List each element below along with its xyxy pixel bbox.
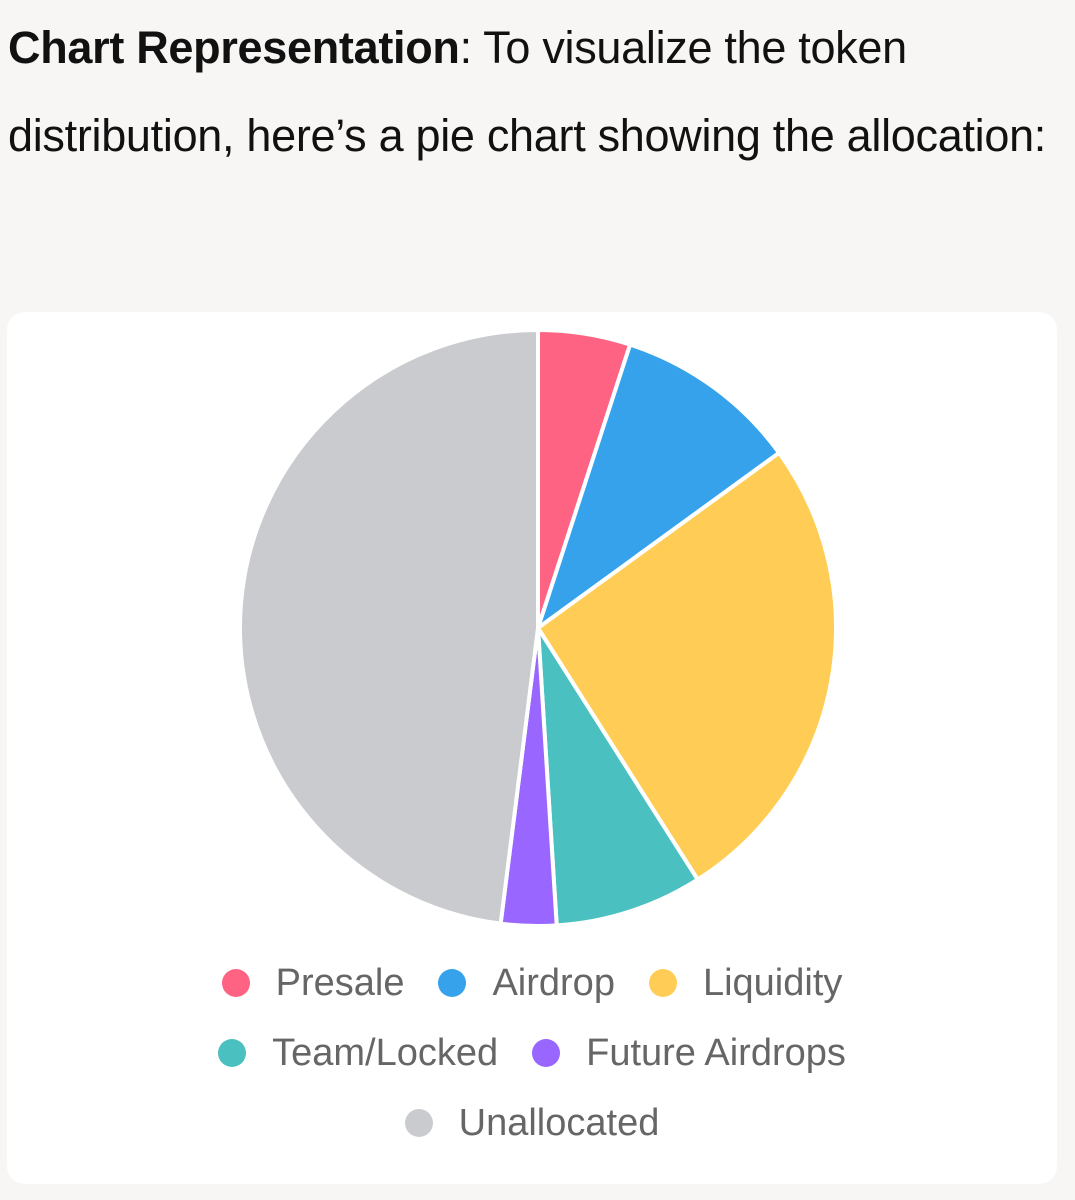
legend-item-future-airdrops[interactable]: Future Airdrops — [532, 1032, 846, 1075]
intro-heading: Chart Representation — [8, 22, 460, 73]
pie-chart — [238, 328, 838, 928]
legend-label: Liquidity — [702, 961, 843, 1004]
legend-label: Presale — [275, 961, 405, 1004]
legend-item-team-locked[interactable]: Team/Locked — [218, 1032, 498, 1075]
legend-swatch — [218, 1039, 247, 1067]
chart-legend: Presale Airdrop Liquidity Team/Locked Futur… — [7, 948, 1057, 1158]
legend-swatch — [221, 969, 250, 997]
legend-item-unallocated[interactable]: Unallocated — [404, 1101, 660, 1145]
legend-row-1: Presale Airdrop Liquidity — [7, 948, 1057, 1018]
legend-label: Unallocated — [458, 1101, 660, 1144]
legend-item-presale[interactable]: Presale — [221, 961, 405, 1005]
legend-swatch — [648, 969, 677, 997]
intro-paragraph: Chart Representation: To visualize the t… — [8, 4, 1068, 180]
legend-row-2: Team/Locked Future Airdrops — [7, 1018, 1057, 1088]
legend-item-liquidity[interactable]: Liquidity — [648, 961, 843, 1005]
legend-row-3: Unallocated — [7, 1088, 1057, 1158]
legend-label: Airdrop — [492, 961, 615, 1004]
legend-swatch — [438, 969, 467, 997]
legend-swatch — [532, 1039, 561, 1067]
legend-item-airdrop[interactable]: Airdrop — [438, 962, 615, 1005]
pie-slice-team-locked[interactable] — [536, 626, 700, 928]
intro-text: : To visualize the token distribution, h… — [8, 22, 1046, 161]
legend-label: Team/Locked — [272, 1031, 499, 1074]
chart-card: Presale Airdrop Liquidity Team/Locked Futur… — [7, 312, 1057, 1184]
pie-slice-liquidity[interactable] — [536, 450, 838, 882]
legend-label: Future Airdrops — [586, 1031, 846, 1074]
pie-slices — [238, 328, 838, 928]
pie-slice-airdrop[interactable] — [536, 342, 782, 630]
pie-slice-unallocated[interactable] — [238, 328, 540, 926]
legend-swatch — [404, 1109, 433, 1137]
